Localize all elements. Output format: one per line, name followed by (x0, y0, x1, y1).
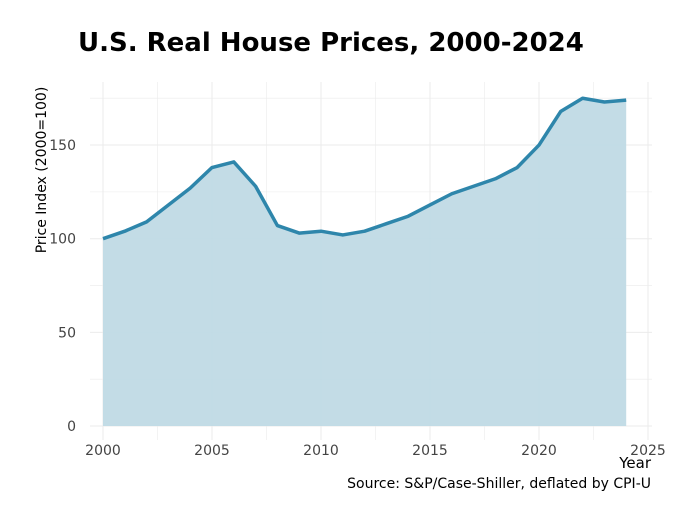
area-fill (103, 98, 627, 426)
y-tick-label: 0 (67, 419, 76, 435)
x-tick-label: 2005 (194, 443, 230, 459)
caption: Source: S&P/Case-Shiller, deflated by CP… (347, 476, 651, 492)
x-tick-label: 2010 (303, 443, 339, 459)
x-tick-label: 2015 (412, 443, 448, 459)
y-tick-label: 150 (49, 138, 76, 154)
y-axis-label: Price Index (2000=100) (34, 87, 50, 254)
x-tick-label: 2020 (521, 443, 557, 459)
x-tick-label: 2000 (85, 443, 121, 459)
y-tick-label: 50 (58, 325, 76, 341)
x-axis-label: Year (618, 454, 652, 472)
chart-title: U.S. Real House Prices, 2000-2024 (78, 28, 584, 58)
ticks: 2000 2005 2010 2015 2020 2025 0 50 100 150 (49, 138, 666, 459)
x-tick-label: 2025 (630, 443, 666, 459)
y-tick-label: 100 (49, 232, 76, 248)
